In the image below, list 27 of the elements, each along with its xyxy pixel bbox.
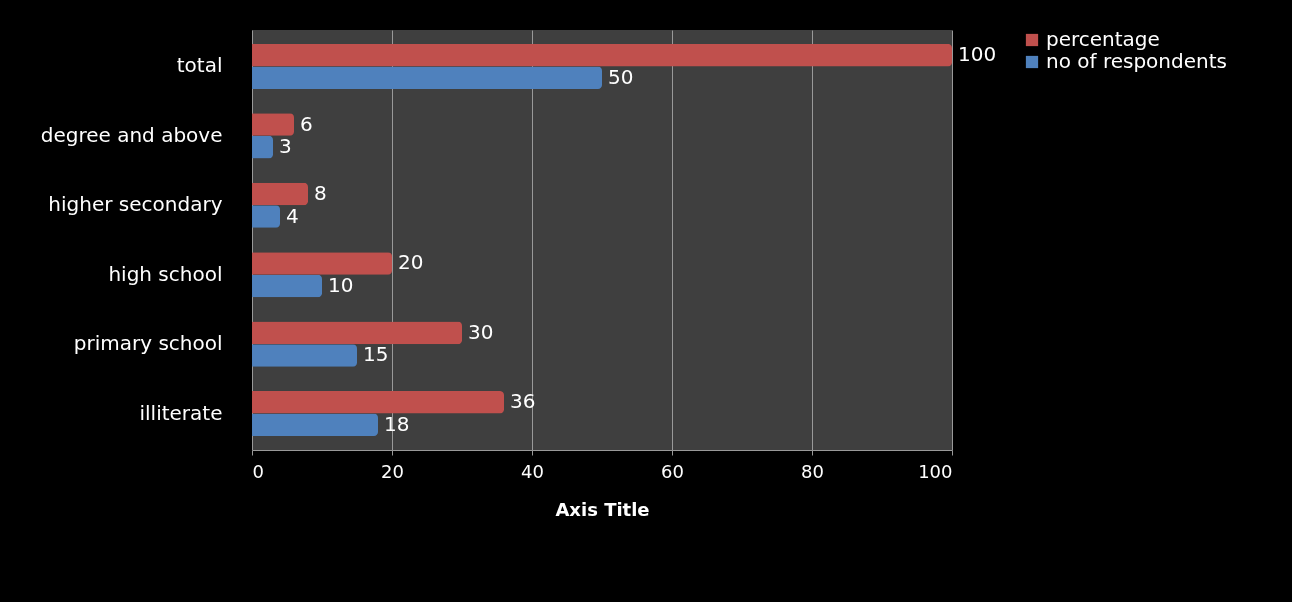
y-tick-label: total xyxy=(176,53,223,78)
data-label: 100 xyxy=(958,42,997,67)
y-tick-label: degree and above xyxy=(40,122,223,147)
y-tick-label: higher secondary xyxy=(48,192,223,217)
x-tick-label: 80 xyxy=(801,460,824,482)
data-label: 30 xyxy=(468,319,494,344)
data-label: 3 xyxy=(279,134,292,159)
x-tick-label: 60 xyxy=(661,460,684,482)
x-tick-label: 20 xyxy=(381,460,404,482)
x-axis-title: Axis Title xyxy=(555,498,650,520)
data-label: 6 xyxy=(300,111,313,136)
legend-label: percentage xyxy=(1046,27,1160,51)
data-label: 36 xyxy=(510,389,536,414)
x-tick-label: 100 xyxy=(918,460,953,482)
y-tick-label: primary school xyxy=(73,331,223,356)
data-label: 8 xyxy=(314,181,327,206)
data-label: 20 xyxy=(398,250,424,275)
y-tick-label: illiterate xyxy=(139,400,223,425)
x-tick-label: 40 xyxy=(521,460,544,482)
legend-label: no of respondents xyxy=(1046,49,1227,73)
data-label: 50 xyxy=(608,64,634,89)
data-label: 4 xyxy=(286,203,299,228)
y-tick-label: high school xyxy=(108,261,223,286)
data-label: 10 xyxy=(328,272,354,297)
data-label: 15 xyxy=(363,342,389,367)
data-label: 18 xyxy=(384,411,410,436)
x-tick-label: 0 xyxy=(252,460,264,482)
